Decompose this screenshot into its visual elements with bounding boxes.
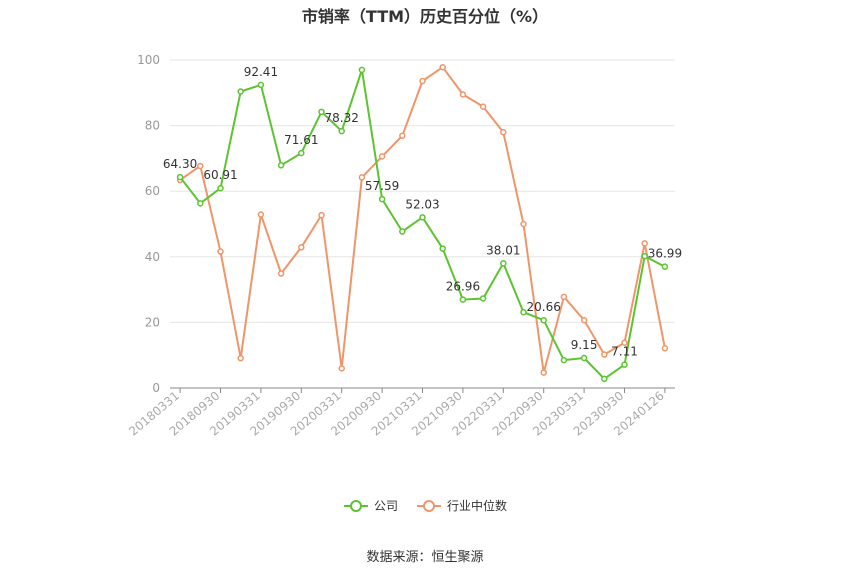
y-tick-label: 20 <box>145 315 160 329</box>
data-point <box>580 316 588 324</box>
data-point <box>459 296 467 303</box>
legend-label: 行业中位数 <box>447 499 508 513</box>
data-point <box>540 369 547 376</box>
data-point <box>419 77 426 85</box>
data-point <box>479 103 487 110</box>
data-label: 26.96 <box>446 280 480 294</box>
y-tick-label: 40 <box>145 250 160 264</box>
data-point <box>439 63 446 71</box>
data-labels: 64.30 60.91 92.41 71.61 78.32 57.59 52.03 26.96… <box>163 65 682 359</box>
data-point <box>378 195 386 203</box>
chart-title: 市销率（TTM）历史百分位（%） <box>301 7 549 26</box>
data-point <box>197 162 204 170</box>
data-point <box>197 200 204 207</box>
data-point <box>500 260 507 267</box>
data-point <box>580 354 588 362</box>
data-label: 9.15 <box>571 338 598 352</box>
data-label: 20.66 <box>527 300 561 314</box>
data-point <box>601 351 608 358</box>
data-point <box>560 293 568 301</box>
legend-marker-icon <box>417 499 441 512</box>
data-point <box>459 91 467 98</box>
data-point <box>621 361 628 368</box>
data-point <box>439 245 446 252</box>
data-point <box>399 132 406 140</box>
data-point <box>318 211 325 219</box>
legend-item[interactable]: 行业中位数 <box>416 497 507 514</box>
data-point <box>621 339 628 346</box>
y-tick-label: 80 <box>145 119 160 133</box>
data-point <box>318 108 325 116</box>
data-point <box>176 173 184 181</box>
data-point <box>277 162 285 169</box>
data-label: 38.01 <box>486 243 520 257</box>
data-label: 92.41 <box>244 65 278 79</box>
y-tick-label: 0 <box>152 381 160 395</box>
data-point <box>338 127 345 135</box>
data-label: 78.32 <box>325 111 359 125</box>
data-point <box>237 88 244 95</box>
legend-label: 公司 <box>373 499 398 513</box>
y-tick-label: 100 <box>137 53 160 67</box>
series-lines <box>176 63 669 383</box>
data-point <box>378 153 386 160</box>
data-point <box>298 149 305 157</box>
data-point <box>217 184 224 192</box>
legend: 公司 行业中位数 <box>0 497 850 514</box>
grid-lines <box>170 59 675 323</box>
data-point <box>298 244 305 251</box>
axes: 0204060801002018033120180930201903312019… <box>126 53 675 439</box>
data-label: 60.91 <box>203 168 237 182</box>
legend-marker-icon <box>343 499 368 512</box>
data-label: 64.30 <box>163 157 197 171</box>
data-point <box>338 365 345 372</box>
data-point <box>399 228 406 235</box>
legend-item[interactable]: 公司 <box>343 497 398 514</box>
data-label: 52.03 <box>405 197 439 211</box>
data-point <box>358 174 366 181</box>
data-point <box>237 354 244 362</box>
data-point <box>500 128 507 136</box>
data-point <box>358 66 366 74</box>
data-label: 7.11 <box>611 345 638 359</box>
data-point <box>479 295 487 302</box>
data-point <box>641 252 648 260</box>
data-point <box>641 240 648 247</box>
y-tick-label: 60 <box>145 184 160 198</box>
data-point <box>661 345 669 352</box>
data-point <box>560 356 568 364</box>
data-point <box>217 248 224 255</box>
data-point <box>277 270 285 277</box>
data-point <box>257 81 265 89</box>
data-point <box>520 220 527 228</box>
data-point <box>419 214 426 221</box>
source-note: 数据来源：恒生聚源 <box>366 550 484 565</box>
data-point <box>661 263 669 270</box>
data-label: 36.99 <box>648 247 682 261</box>
data-point <box>520 308 527 316</box>
data-label: 71.61 <box>284 133 318 147</box>
data-point <box>540 316 547 324</box>
data-point <box>601 375 608 383</box>
data-label: 57.59 <box>365 179 399 193</box>
data-point <box>257 211 265 218</box>
